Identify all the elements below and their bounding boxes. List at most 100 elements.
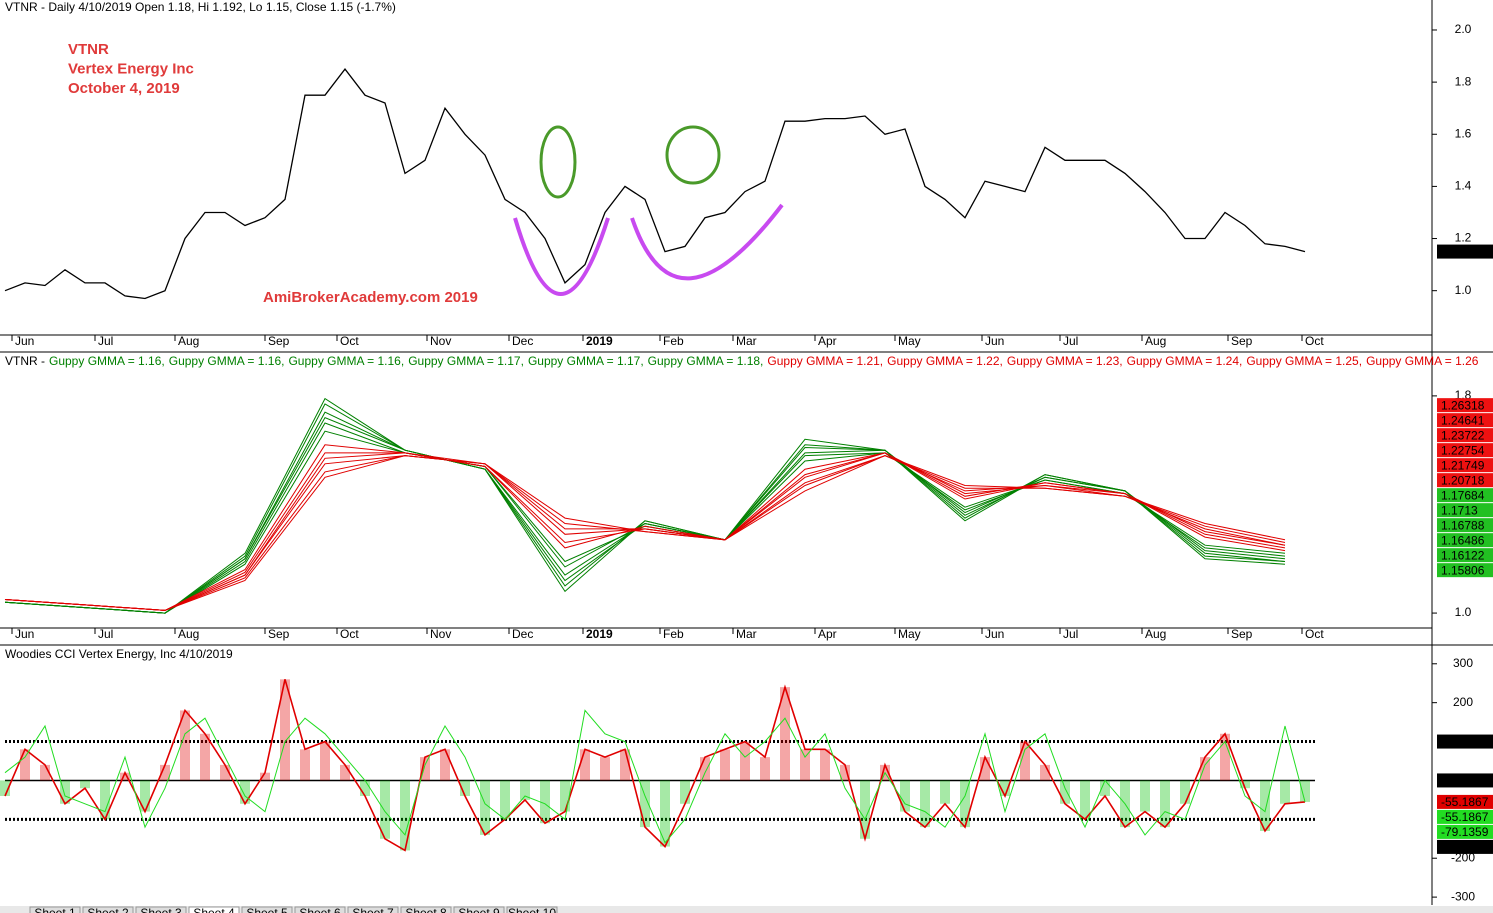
value-box	[1437, 503, 1493, 518]
histogram-bar	[400, 780, 410, 851]
value-box	[1437, 443, 1493, 458]
histogram-bar	[700, 757, 710, 781]
value-box	[1437, 548, 1493, 563]
x-tick-label: Jun	[15, 627, 34, 641]
sheet-tab[interactable]	[188, 906, 240, 913]
sheet-tab-label[interactable]: Sheet 6	[299, 906, 341, 913]
histogram-bar	[1280, 780, 1290, 804]
sheet-tab-label[interactable]: Sheet 4	[193, 906, 235, 913]
value-box	[1437, 244, 1493, 259]
histogram-bar	[620, 749, 630, 781]
legend-entry: Guppy GMMA = 1.18,	[648, 354, 764, 368]
histogram-bar	[720, 749, 730, 781]
annotation-ellipse	[665, 125, 721, 185]
sheet-tab[interactable]	[400, 906, 452, 913]
value-box	[1437, 413, 1493, 428]
value-box	[1437, 428, 1493, 443]
histogram-bar	[760, 757, 770, 781]
sheet-tab-label[interactable]: Sheet 2	[87, 906, 129, 913]
annotation-arc	[513, 217, 610, 296]
x-tick-label: Jul	[98, 334, 113, 348]
histogram-bar	[540, 780, 550, 824]
value-box-label: 1.16122	[1441, 548, 1485, 562]
sheet-tab-label[interactable]: Sheet 5	[246, 906, 288, 913]
histogram-bar	[260, 772, 270, 781]
histogram-bar	[840, 764, 850, 781]
value-box-label: 100	[1441, 735, 1461, 749]
annotation: Vertex Energy Inc	[68, 60, 194, 77]
x-tick-label: 2019	[586, 334, 613, 348]
histogram-bar	[1080, 780, 1090, 820]
series-line	[4, 403, 1286, 614]
histogram-bar	[0, 780, 10, 796]
value-box-label: 1.23722	[1441, 428, 1485, 442]
sheet-tab-label[interactable]: Sheet 7	[352, 906, 394, 913]
sheet-tab[interactable]	[135, 906, 187, 913]
sheet-tab-label[interactable]: Sheet 1	[34, 906, 76, 913]
y-tick-label: 1.4	[1455, 179, 1472, 193]
histogram-bar	[440, 749, 450, 781]
y-tick-label: 1.2	[1455, 231, 1472, 245]
value-box	[1437, 473, 1493, 488]
histogram-bar	[1200, 757, 1210, 781]
legend-entry: Guppy GMMA = 1.16,	[169, 354, 285, 368]
x-tick-label: Aug	[1145, 627, 1166, 641]
x-tick-label: Oct	[1305, 334, 1324, 348]
sheet-tab-label[interactable]: Sheet 9	[458, 906, 500, 913]
series-line	[4, 455, 1286, 611]
x-tick-label: Nov	[430, 334, 451, 348]
histogram-bar	[20, 749, 30, 781]
legend-entry: Guppy GMMA = 1.25,	[1246, 354, 1362, 368]
histogram-bar	[80, 780, 90, 789]
histogram-bar	[360, 780, 370, 796]
pane-title: Woodies CCI Vertex Energy, Inc 4/10/2019	[5, 647, 233, 661]
sheet-tab[interactable]	[241, 906, 293, 913]
sheet-tab-label[interactable]: Sheet 8	[405, 906, 447, 913]
histogram-bar	[240, 780, 250, 804]
y-tick-label: 200	[1453, 695, 1473, 709]
value-box	[1437, 398, 1493, 413]
value-box-label: -79.1359	[1441, 825, 1489, 839]
value-box	[1437, 809, 1493, 824]
sheet-tab-label[interactable]: Sheet 10	[508, 906, 556, 913]
sheet-tab[interactable]	[294, 906, 346, 913]
x-tick-label: Dec	[512, 627, 533, 641]
y-tick-label: 1.0	[1455, 283, 1472, 297]
histogram-bar	[420, 757, 430, 781]
histogram-bar	[220, 764, 230, 781]
histogram-bar	[120, 772, 130, 781]
sheet-tab[interactable]	[506, 906, 558, 913]
annotation-arc	[630, 203, 784, 281]
histogram-bar	[900, 780, 910, 812]
x-tick-label: May	[898, 627, 921, 641]
value-box	[1437, 533, 1493, 548]
x-tick-label: Jul	[98, 627, 113, 641]
value-box-label: 1.1713	[1441, 503, 1478, 517]
sheet-tab-label[interactable]: Sheet 3	[140, 906, 182, 913]
value-box	[1437, 839, 1493, 854]
histogram-bar	[160, 764, 170, 781]
histogram-bar	[1180, 780, 1190, 804]
histogram-bar	[520, 780, 530, 800]
histogram-bar	[1140, 780, 1150, 812]
sheet-tab[interactable]	[29, 906, 81, 913]
x-tick-label: Mar	[736, 334, 757, 348]
value-box-label: -100	[1441, 840, 1465, 854]
value-box-label: 1.17684	[1441, 488, 1485, 502]
sheet-tab[interactable]	[82, 906, 134, 913]
sheet-tab[interactable]	[347, 906, 399, 913]
sheet-tab[interactable]	[453, 906, 505, 913]
histogram-bar	[860, 780, 870, 839]
x-tick-label: Aug	[178, 627, 199, 641]
x-tick-label: Feb	[663, 627, 684, 641]
x-tick-label: Aug	[178, 334, 199, 348]
value-box-label: 1.15	[1441, 245, 1465, 259]
annotation: October 4, 2019	[68, 80, 180, 97]
histogram-bar	[600, 757, 610, 781]
histogram-bar	[1100, 780, 1110, 796]
histogram-bar	[800, 749, 810, 781]
x-tick-label: Sep	[268, 627, 290, 641]
y-tick-label: 300	[1453, 656, 1473, 670]
